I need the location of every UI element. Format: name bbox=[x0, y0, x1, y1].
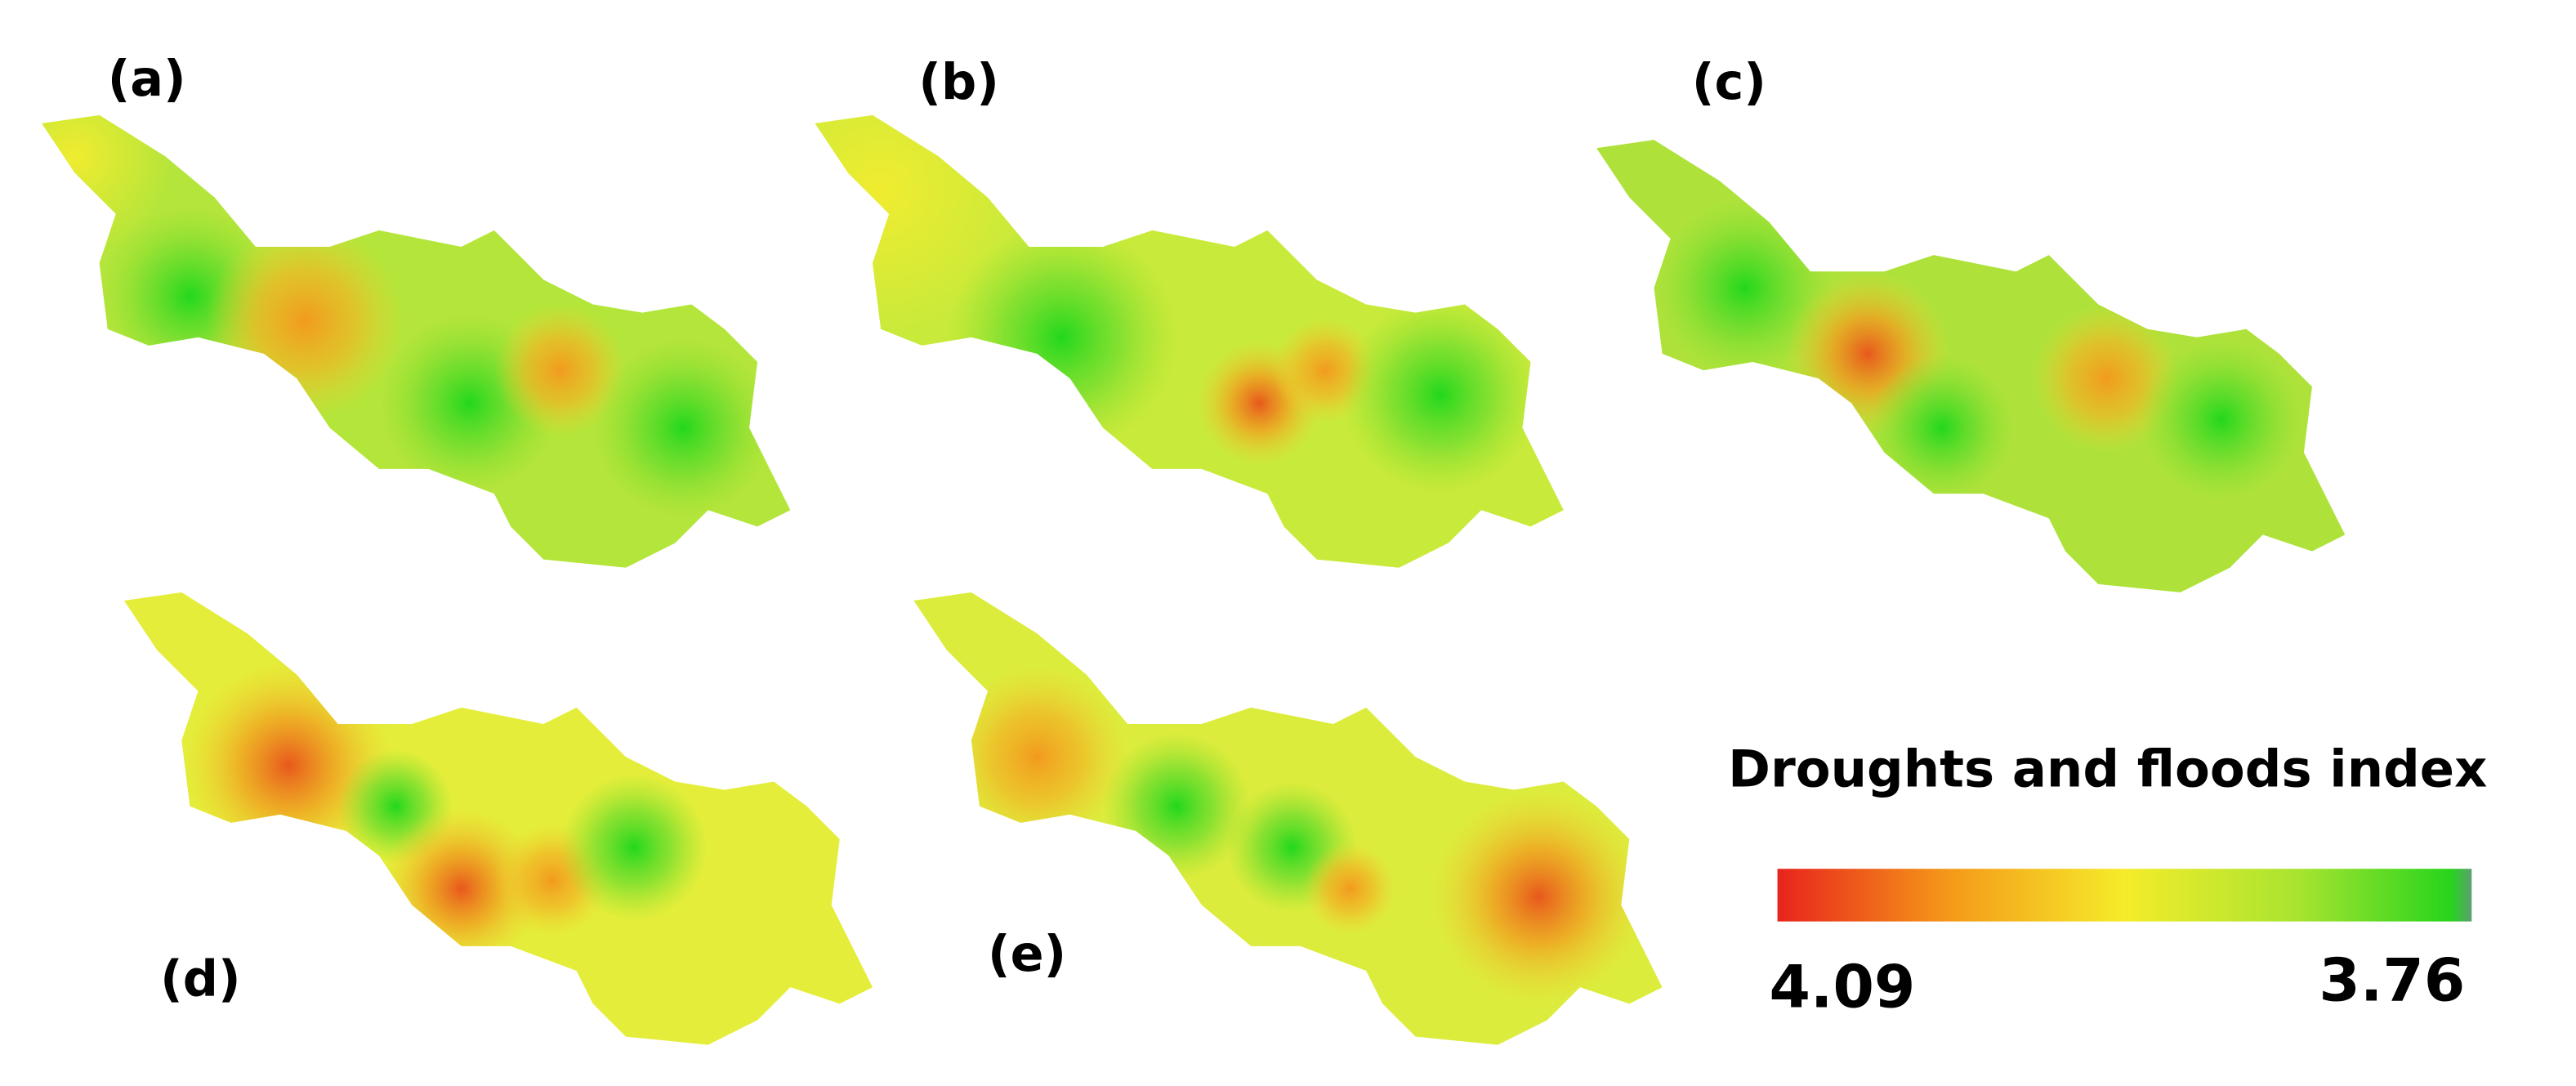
panel-label: (d) bbox=[160, 950, 240, 1008]
legend-title: Droughts and floods index bbox=[1728, 740, 2487, 799]
legend-max-label: 3.76 bbox=[2319, 946, 2465, 1015]
panel-label: (a) bbox=[108, 51, 186, 108]
panel-label: (b) bbox=[918, 54, 998, 111]
map-panel bbox=[1596, 140, 2346, 592]
map-panel bbox=[913, 592, 1663, 1045]
map-panel bbox=[815, 114, 1564, 568]
legend-color-bar bbox=[1777, 869, 2472, 922]
legend-min-label: 4.09 bbox=[1769, 953, 1915, 1021]
panel-label: (c) bbox=[1692, 54, 1766, 111]
map-panel bbox=[42, 114, 791, 568]
legend: Droughts and floods index 4.09 3.76 bbox=[1728, 740, 2487, 1022]
panel-label: (e) bbox=[988, 926, 1066, 983]
